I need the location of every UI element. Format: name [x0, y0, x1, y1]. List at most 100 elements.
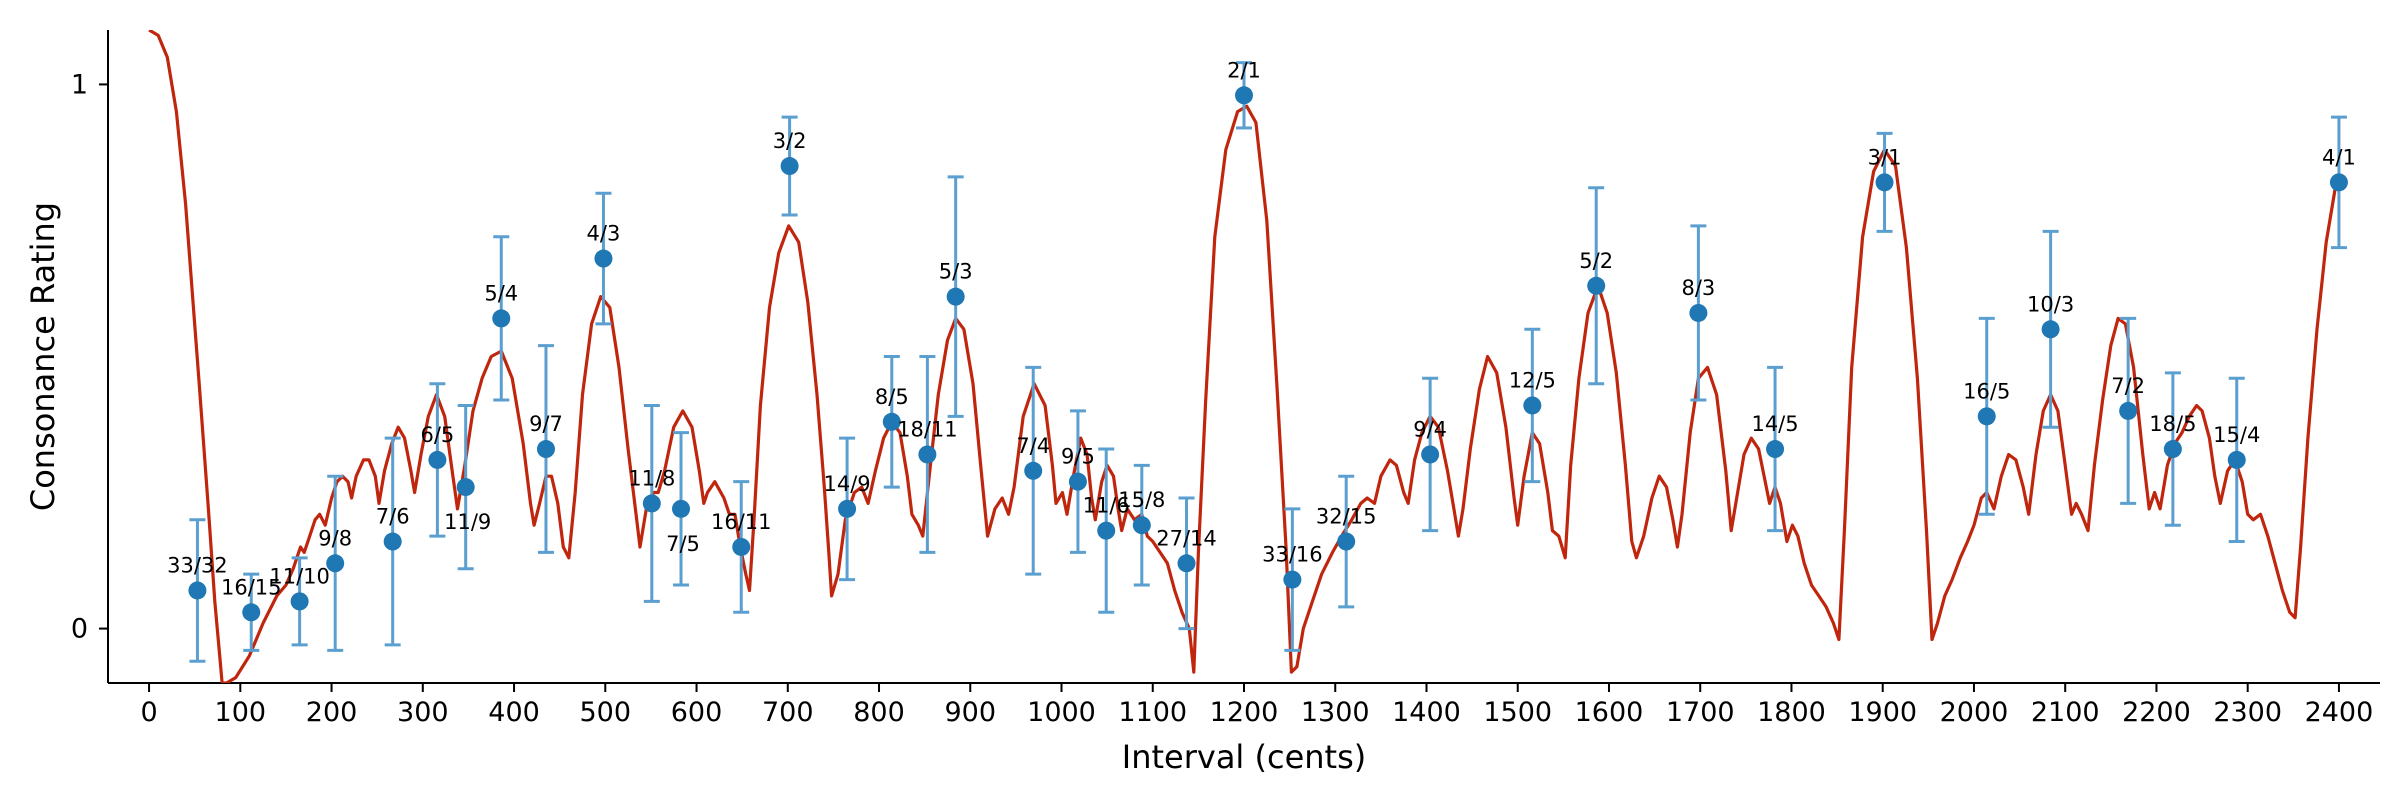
data-point — [1977, 407, 1996, 426]
data-point — [918, 445, 937, 464]
data-point — [2329, 173, 2348, 192]
data-point — [2119, 401, 2138, 420]
ratio-label: 16/5 — [1963, 379, 2010, 403]
points-group — [188, 61, 2348, 663]
tick-group: 0 100 200 300 400 500 600 700 800 900 1000 1100 1200… — [71, 69, 2373, 728]
data-point — [2163, 440, 2182, 459]
y-tick-label: 0 — [71, 614, 88, 645]
ratio-label: 14/9 — [823, 472, 870, 496]
data-point — [383, 532, 402, 551]
x-tick-label: 2000 — [1940, 697, 2009, 728]
x-tick-label: 1600 — [1575, 697, 1644, 728]
data-point — [188, 581, 207, 600]
data-point — [1689, 303, 1708, 322]
ratio-label: 7/4 — [1016, 434, 1050, 458]
data-point — [594, 249, 613, 268]
data-point — [1766, 440, 1785, 459]
ratio-label: 16/11 — [711, 510, 772, 534]
ratio-label: 3/1 — [1868, 145, 1902, 169]
ratio-label: 12/5 — [1509, 368, 1556, 392]
ratio-label: 8/5 — [875, 385, 909, 409]
x-tick-label: 100 — [215, 697, 267, 728]
data-point — [456, 478, 475, 497]
x-tick-label: 1300 — [1301, 697, 1370, 728]
ratio-label: 11/8 — [628, 466, 675, 490]
ratio-label: 9/7 — [529, 412, 563, 436]
data-point — [732, 537, 751, 556]
x-axis-title: Interval (cents) — [1122, 738, 1366, 776]
x-tick-label: 1000 — [1027, 697, 1096, 728]
x-tick-label: 2100 — [2031, 697, 2100, 728]
ratio-label: 16/15 — [221, 575, 282, 599]
ratio-label: 3/2 — [773, 129, 807, 153]
ratio-label: 5/3 — [939, 260, 973, 284]
ratio-label: 10/3 — [2027, 292, 2074, 316]
x-tick-label: 2400 — [2305, 697, 2374, 728]
x-tick-label: 1100 — [1118, 697, 1187, 728]
x-tick-label: 900 — [944, 697, 996, 728]
x-tick-label: 1700 — [1666, 697, 1735, 728]
data-point — [290, 592, 309, 611]
x-tick-label: 1200 — [1210, 697, 1279, 728]
data-point — [242, 603, 261, 622]
data-point — [672, 499, 691, 518]
data-point — [1235, 86, 1253, 105]
data-point — [536, 440, 555, 459]
ratio-label: 7/6 — [376, 505, 410, 529]
data-point — [642, 494, 661, 513]
x-tick-label: 1500 — [1483, 697, 1552, 728]
data-point — [780, 157, 799, 176]
data-point — [1097, 521, 1116, 540]
data-point — [838, 499, 857, 518]
ratio-label: 4/3 — [587, 222, 621, 246]
data-point — [428, 450, 447, 469]
x-tick-label: 200 — [306, 697, 358, 728]
ratio-label: 11/10 — [269, 564, 330, 588]
ratio-label: 7/5 — [666, 532, 700, 556]
x-tick-label: 1800 — [1757, 697, 1826, 728]
data-point — [1283, 570, 1302, 589]
x-tick-label: 2300 — [2213, 697, 2282, 728]
data-point — [882, 412, 901, 431]
data-point — [946, 287, 965, 306]
ratio-label: 11/6 — [1083, 494, 1130, 518]
data-point — [1587, 276, 1606, 295]
x-tick-label: 600 — [671, 697, 723, 728]
ratio-label: 33/32 — [167, 553, 228, 577]
data-point — [1132, 516, 1151, 535]
data-point — [1337, 532, 1356, 551]
x-tick-label: 300 — [397, 697, 449, 728]
x-tick-label: 0 — [140, 697, 157, 728]
data-point — [1523, 396, 1542, 415]
x-tick-label: 700 — [762, 697, 814, 728]
ratio-label: 11/9 — [444, 510, 491, 534]
data-point — [1024, 461, 1043, 480]
ratio-label: 9/4 — [1413, 417, 1447, 441]
x-tick-label: 1400 — [1392, 697, 1461, 728]
data-point — [1421, 445, 1440, 464]
ratio-label: 33/16 — [1262, 543, 1323, 567]
ratio-label: 18/5 — [2149, 412, 2196, 436]
x-tick-label: 2200 — [2122, 697, 2191, 728]
data-point — [1068, 472, 1087, 491]
ratio-label: 8/3 — [1682, 276, 1716, 300]
data-point — [1177, 554, 1196, 573]
ratio-label: 15/4 — [2213, 423, 2260, 447]
data-point — [2041, 320, 2060, 339]
data-point — [492, 309, 511, 328]
x-tick-label: 400 — [488, 697, 540, 728]
ratio-label: 14/5 — [1751, 412, 1798, 436]
x-tick-label: 1900 — [1848, 697, 1917, 728]
ratio-label: 2/1 — [1227, 58, 1261, 82]
ratio-label: 4/1 — [2322, 145, 2356, 169]
ratio-label: 7/2 — [2111, 374, 2145, 398]
x-tick-label: 500 — [580, 697, 632, 728]
x-tick-label: 800 — [853, 697, 905, 728]
ratio-label: 32/15 — [1316, 505, 1377, 529]
ratio-label: 9/5 — [1061, 445, 1095, 469]
ratio-label: 6/5 — [420, 423, 454, 447]
y-axis-title: Consonance Rating — [24, 202, 62, 511]
